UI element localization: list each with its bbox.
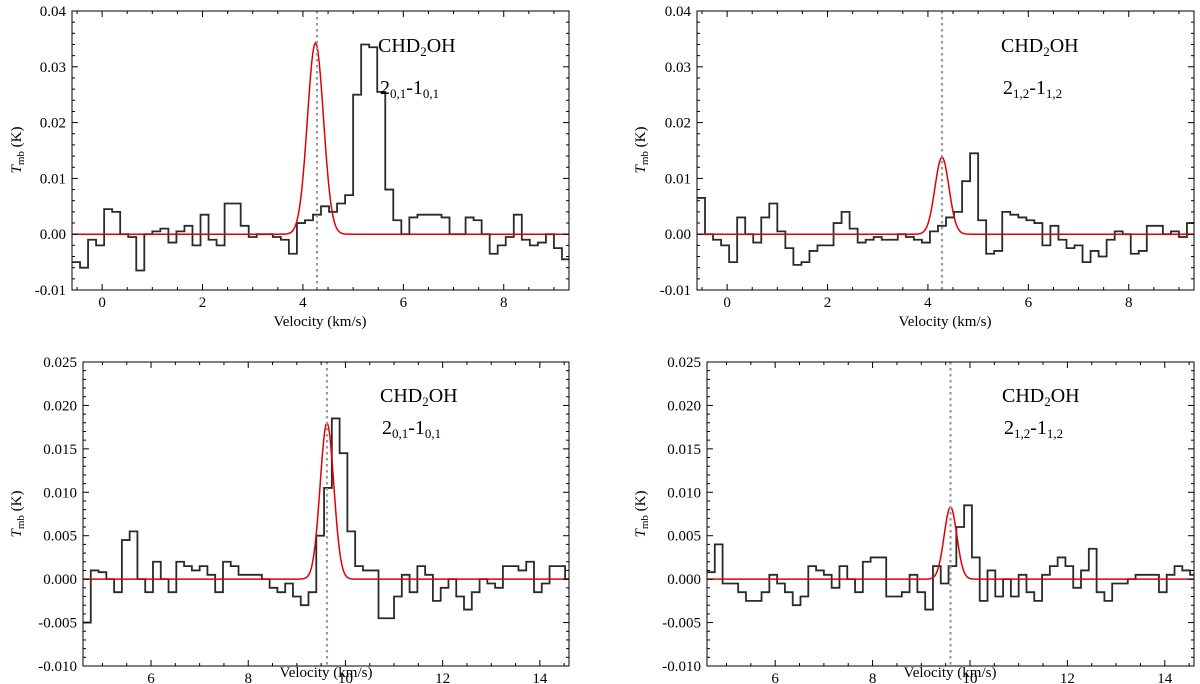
spectrum-histogram [707,504,1194,611]
y-tick-label: -0.005 [38,616,77,632]
y-tick-label: 0.01 [665,171,691,187]
line-annotation: CHD2OH 20,1-10,1 [380,385,458,441]
y-tick-label: 0.02 [665,116,691,132]
y-tick-label: 0.00 [40,227,66,243]
panel-top-right: 0 2 4 6 8 -0.01 0.00 0.01 0.02 0.03 0.04 CHD2OH 21… [633,4,1195,330]
plot-area: 6 8 10 12 14 -0.010 -0.005 0.000 0.005 0.010 0.015… [662,355,1195,684]
y-tick-label: 0.000 [667,572,701,588]
y-tick-label: 0.010 [43,485,77,501]
transition-label: 21,2-11,2 [1003,77,1062,101]
y-tick-label: 0.00 [665,227,691,243]
line-annotation: CHD2OH 21,2-11,2 [1001,35,1079,101]
y-tick-label: 0.03 [665,60,691,76]
molecule-label: CHD2OH [378,35,456,59]
spectrum-histogram [83,417,569,624]
x-tick-label: 8 [500,295,508,311]
y-tick-label: 0.04 [665,4,692,20]
y-tick-label: -0.010 [38,659,77,675]
x-tick-label: 6 [147,671,155,684]
y-axis-label: Tmb (K) [9,127,27,174]
y-tick-label: -0.01 [35,283,66,299]
y-tick-label: 0.01 [40,171,66,187]
y-tick-label: 0.03 [40,60,66,76]
y-tick-label: 0.025 [667,355,701,371]
y-tick-label: 0.005 [667,529,701,545]
axes-frame [71,10,570,291]
axes-frame [82,361,570,667]
y-tick-label: 0.005 [43,529,77,545]
x-tick-label: 2 [199,295,207,311]
x-tick-label: 8 [244,671,252,684]
y-axis-label: Tmb (K) [633,491,651,538]
x-tick-label: 14 [1157,671,1173,684]
x-axis-label: Velocity (km/s) [904,665,997,681]
x-tick-label: 2 [824,295,832,311]
x-tick-label: 4 [299,295,307,311]
plot-area: 0 2 4 6 8 -0.01 0.00 0.01 0.02 0.03 0.04 [35,4,570,311]
molecule-label: CHD2OH [380,385,458,409]
molecule-label: CHD2OH [1002,385,1080,409]
plot-clip-group [83,362,569,666]
plot-area: 0 2 4 6 8 -0.01 0.00 0.01 0.02 0.03 0.04 [660,4,1195,311]
x-tick-label: 8 [869,671,877,684]
x-axis-label: Velocity (km/s) [280,665,373,681]
transition-label: 20,1-10,1 [380,77,439,101]
transition-label: 21,2-11,2 [1004,417,1063,441]
y-tick-label: 0.010 [667,485,701,501]
spectrum-histogram [72,43,569,272]
x-tick-label: 8 [1125,295,1133,311]
plot-clip-group [697,11,1194,290]
gaussian-fit-line [697,156,1194,235]
plot-area: 6 8 10 12 14 -0.010 -0.005 0.000 0.005 0.010 0.015… [38,355,570,684]
y-tick-label: -0.010 [662,659,701,675]
x-axis-label: Velocity (km/s) [899,314,992,330]
x-tick-label: 0 [723,295,731,311]
x-tick-label: 6 [1025,295,1033,311]
line-annotation: CHD2OH 21,2-11,2 [1002,385,1080,441]
y-tick-label: 0.020 [667,398,701,414]
x-tick-label: 6 [400,295,408,311]
spectrum-histogram [697,152,1194,266]
plot-clip-group [72,11,569,290]
x-tick-label: 12 [1060,671,1075,684]
y-tick-label: 0.02 [40,116,66,132]
transition-label: 20,1-10,1 [382,417,441,441]
panel-bottom-right: 6 8 10 12 14 -0.010 -0.005 0.000 0.005 0.010 0.015… [633,355,1195,684]
panel-top-left: 0 2 4 6 8 -0.01 0.00 0.01 0.02 0.03 0.04 CHD2OH 20… [9,4,570,330]
x-tick-label: 14 [532,671,548,684]
y-axis-label: Tmb (K) [9,491,27,538]
line-annotation: CHD2OH 20,1-10,1 [378,35,456,101]
y-tick-label: 0.015 [43,442,77,458]
y-tick-label: 0.025 [43,355,77,371]
panel-bottom-left: 6 8 10 12 14 -0.010 -0.005 0.000 0.005 0.010 0.015… [9,355,570,684]
y-tick-label: 0.020 [43,398,77,414]
y-tick-label: 0.04 [40,4,67,20]
plot-clip-group [707,362,1194,666]
x-tick-label: 10 [962,671,977,684]
y-tick-label: -0.005 [662,616,701,632]
molecule-label: CHD2OH [1001,35,1079,59]
axes-frame [706,361,1195,667]
y-axis-label: Tmb (K) [633,127,651,174]
axes-frame [696,10,1195,291]
x-tick-label: 6 [771,671,779,684]
x-tick-label: 12 [435,671,450,684]
y-tick-label: 0.015 [667,442,701,458]
y-tick-label: 0.000 [43,572,77,588]
gaussian-fit-line [72,41,569,235]
x-tick-label: 0 [98,295,106,311]
x-tick-label: 4 [924,295,932,311]
x-tick-label: 10 [338,671,353,684]
x-axis-label: Velocity (km/s) [274,314,367,330]
y-tick-label: -0.01 [660,283,691,299]
